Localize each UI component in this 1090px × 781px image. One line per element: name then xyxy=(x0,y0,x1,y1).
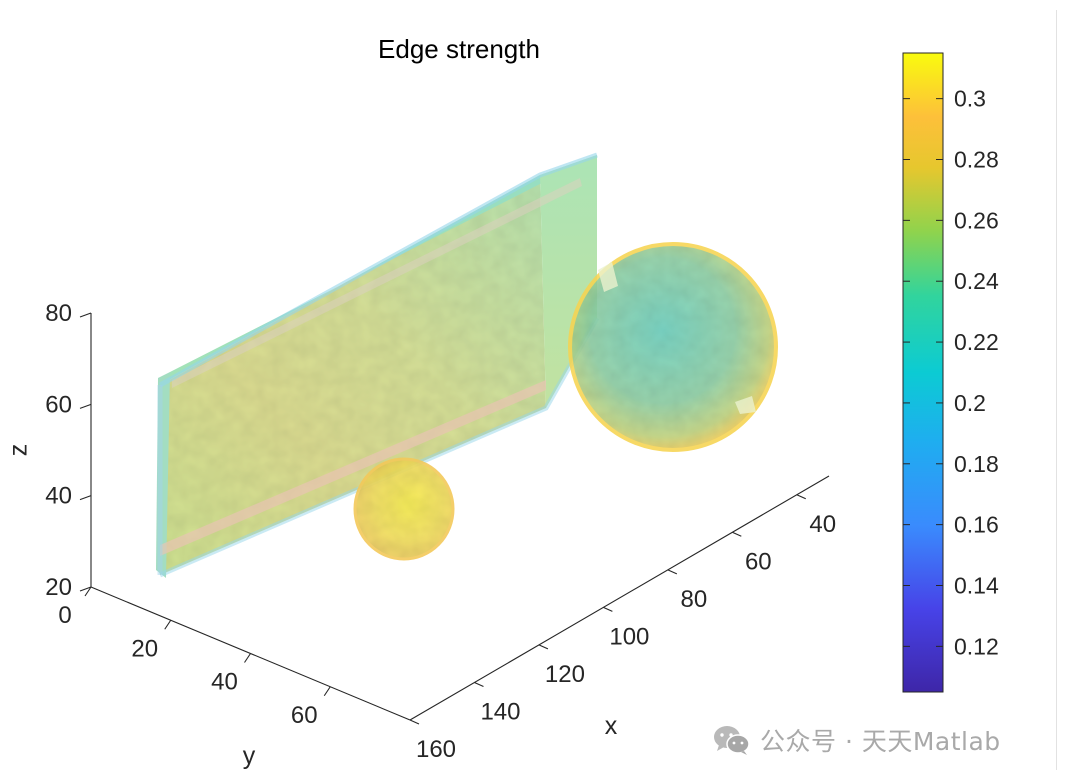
y-tick-mark xyxy=(164,619,172,630)
colorbar-tick-label: 0.22 xyxy=(954,329,999,355)
x-tick-mark xyxy=(796,494,806,500)
small-sphere-body xyxy=(354,458,454,560)
z-tick-mark xyxy=(79,312,92,318)
x-tick-label: 60 xyxy=(745,548,772,575)
z-tick-mark xyxy=(79,495,92,501)
y-tick-mark xyxy=(244,653,251,663)
colorbar-gradient xyxy=(902,52,944,693)
z-tick-label: 80 xyxy=(45,300,72,327)
box-top-band xyxy=(172,178,582,388)
x-tick-label: 140 xyxy=(480,698,520,725)
x-tick-label: 160 xyxy=(416,736,456,763)
x-tick-mark xyxy=(732,531,742,537)
large-sphere-body xyxy=(569,243,777,451)
x-tick-label: 100 xyxy=(609,623,649,650)
isosurface-large-sphere xyxy=(568,242,778,452)
x-tick-mark xyxy=(409,719,420,725)
figure-edge xyxy=(1056,10,1057,770)
z-tick-label: 40 xyxy=(45,483,72,510)
chart-title: Edge strength xyxy=(378,34,540,64)
x-tick-mark xyxy=(474,681,484,687)
y-tick-mark xyxy=(323,686,331,697)
colorbar-ticks: 0.12 0.14 0.16 0.18 0.2 0.22 0.24 0.26 0.28 0.3 xyxy=(903,86,999,659)
x-tick-mark xyxy=(603,606,613,612)
colorbar-tick-label: 0.26 xyxy=(954,207,999,233)
z-tick-label: 20 xyxy=(45,574,72,601)
box-front-face xyxy=(160,175,546,575)
colorbar-tick-label: 0.12 xyxy=(954,633,999,659)
z-axis-label: z xyxy=(5,444,33,457)
z-tick-mark xyxy=(79,586,92,592)
z-tick-mark xyxy=(79,403,92,409)
x-axis-line xyxy=(409,475,830,721)
x-tick-mark xyxy=(667,569,678,575)
x-axis-ticks: 40 60 80 100 120 140 160 xyxy=(409,494,836,763)
colorbar-tick-label: 0.28 xyxy=(954,147,999,173)
y-tick-label: 40 xyxy=(211,669,238,696)
z-axis-ticks: 20 40 60 80 xyxy=(45,300,92,601)
box-left-rim xyxy=(156,372,170,578)
z-tick-label: 60 xyxy=(45,391,72,418)
box-highlight-band xyxy=(160,380,546,556)
x-tick-label: 80 xyxy=(680,586,707,613)
watermark-text: 公众号 · 天天Matlab xyxy=(760,727,1001,756)
box-side-face xyxy=(540,155,597,408)
watermark: 公众号 · 天天Matlab xyxy=(712,720,1001,760)
wechat-icon xyxy=(714,726,750,755)
y-axis-ticks: 0 20 40 60 xyxy=(58,586,331,729)
colorbar-tick-label: 0.2 xyxy=(954,390,986,416)
y-tick-label: 20 xyxy=(131,635,158,662)
y-tick-label: 60 xyxy=(291,702,318,729)
colorbar-tick-label: 0.24 xyxy=(954,268,999,294)
y-tick-label: 0 xyxy=(58,602,71,629)
colorbar-tick-label: 0.3 xyxy=(954,86,986,112)
x-tick-label: 120 xyxy=(545,661,585,688)
x-tick-label: 40 xyxy=(809,511,836,538)
colorbar-tick-label: 0.18 xyxy=(954,451,999,477)
isosurface-small-sphere xyxy=(353,457,455,561)
x-axis-label: x xyxy=(605,712,618,740)
colorbar-tick-label: 0.16 xyxy=(954,512,999,538)
x-tick-mark xyxy=(538,644,549,650)
y-axis-label: y xyxy=(243,742,256,770)
y-tick-mark xyxy=(84,586,92,597)
colorbar-tick-label: 0.14 xyxy=(954,573,999,599)
colorbar: 0.12 0.14 0.16 0.18 0.2 0.22 0.24 0.26 0.28 0.3 xyxy=(902,52,999,693)
